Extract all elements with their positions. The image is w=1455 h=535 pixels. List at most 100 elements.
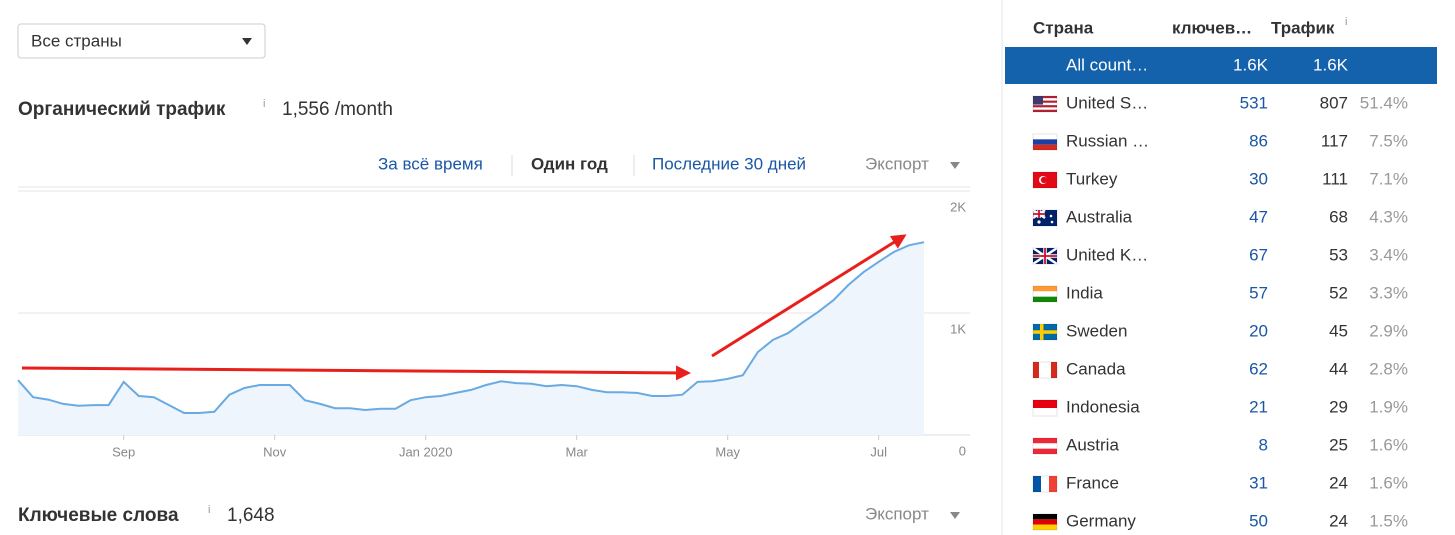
flag-border: [1032, 209, 1058, 227]
traffic-value: 52: [1329, 283, 1348, 302]
traffic-share: 7.1%: [1369, 169, 1408, 188]
flag-part: [1040, 176, 1048, 184]
x-tick-label: Jan 2020: [399, 444, 453, 459]
flag-part: [1033, 96, 1043, 105]
export-button[interactable]: Экспорт: [865, 504, 929, 523]
traffic-share: 1.5%: [1369, 511, 1408, 530]
country-dropdown[interactable]: Все страны: [17, 23, 266, 59]
time-tab[interactable]: Последние 30 дней: [652, 154, 806, 173]
flag-part: [1033, 144, 1057, 150]
keywords-count[interactable]: 67: [1249, 245, 1268, 264]
traffic-share: 1.6%: [1369, 473, 1408, 492]
flag-part: [1033, 134, 1057, 140]
flag-icon: [1032, 171, 1058, 189]
flag-icon: [1032, 285, 1058, 303]
keywords-value: 1,648: [227, 505, 275, 526]
tabs: За всё время Один год Последние 30 дней: [378, 154, 806, 173]
country-name[interactable]: Russian …: [1066, 131, 1149, 150]
flag-part: [1033, 109, 1057, 112]
traffic-share: 1.9%: [1369, 397, 1408, 416]
flag-part: [1033, 408, 1057, 416]
flag-part: [1033, 400, 1057, 408]
keywords-count[interactable]: 8: [1259, 435, 1268, 454]
info-icon[interactable]: i: [208, 504, 210, 516]
flag-icon: [1032, 323, 1058, 341]
country-name[interactable]: Sweden: [1066, 321, 1127, 340]
keywords-count[interactable]: 1.6K: [1233, 55, 1269, 74]
x-tick-label: May: [715, 444, 740, 459]
flag-border: [1032, 133, 1058, 151]
flag-part: [1033, 286, 1057, 292]
flag-part: [1033, 476, 1041, 492]
country-name[interactable]: Indonesia: [1066, 397, 1140, 416]
keywords-count[interactable]: 50: [1249, 511, 1268, 530]
flag-part: [1033, 519, 1057, 525]
flag-part: [1051, 362, 1057, 378]
traffic-value: 68: [1329, 207, 1348, 226]
country-name[interactable]: All count…: [1066, 55, 1148, 74]
export-button[interactable]: Экспорт: [865, 154, 929, 173]
flag-icon: [1032, 95, 1058, 113]
flag-part: [1049, 476, 1057, 492]
keywords-count[interactable]: 31: [1249, 473, 1268, 492]
chart: 0 1K 2K Sep Nov Jan 2020 Mar May Jul: [17, 190, 970, 459]
dropdown-text[interactable]: Все страны: [31, 31, 122, 50]
time-tab[interactable]: За всё время: [378, 154, 483, 173]
flag-part: [1033, 210, 1045, 218]
column-header[interactable]: Страна: [1033, 18, 1094, 37]
country-name[interactable]: Turkey: [1066, 169, 1118, 188]
keywords-count[interactable]: 47: [1249, 207, 1268, 226]
keywords-count[interactable]: 531: [1240, 93, 1268, 112]
country-name[interactable]: Austria: [1066, 435, 1119, 454]
info-icon[interactable]: i: [1345, 16, 1347, 28]
column-header[interactable]: Трафик: [1271, 18, 1335, 37]
country-name[interactable]: United S…: [1066, 93, 1148, 112]
flag-icon: [1032, 133, 1058, 151]
country-name[interactable]: France: [1066, 473, 1119, 492]
country-name[interactable]: Australia: [1066, 207, 1133, 226]
flag-border: [1032, 513, 1058, 531]
flag-border: [1032, 361, 1058, 379]
selected-row[interactable]: [1005, 47, 1437, 84]
time-tab[interactable]: Один год: [531, 154, 608, 173]
flag-part: [1033, 330, 1057, 334]
keywords-count[interactable]: 30: [1249, 169, 1268, 188]
traffic-value: 807: [1320, 93, 1348, 112]
flag-part: [1033, 102, 1057, 106]
traffic-value: 117: [1321, 131, 1348, 150]
traffic-share: 2.9%: [1369, 321, 1408, 340]
flag-part: [1049, 214, 1053, 218]
flag-part: [1033, 362, 1039, 378]
section-title: Органический трафик: [18, 99, 226, 120]
keywords-count[interactable]: 20: [1249, 321, 1268, 340]
keywords-count[interactable]: 21: [1249, 397, 1268, 416]
x-tick-label: Sep: [112, 444, 135, 459]
keywords-count[interactable]: 62: [1249, 359, 1268, 378]
country-name[interactable]: Canada: [1066, 359, 1126, 378]
area: [18, 242, 924, 435]
column-header[interactable]: ключев…: [1172, 18, 1252, 37]
flag-border: [1032, 437, 1058, 455]
annotation-arrow: [711, 234, 907, 358]
country-name[interactable]: India: [1066, 283, 1103, 302]
flag-part: [1033, 514, 1057, 520]
dropdown-box[interactable]: [17, 23, 266, 59]
x-tick-label: Jul: [870, 444, 887, 459]
keywords-count[interactable]: 86: [1249, 131, 1268, 150]
country-name[interactable]: Germany: [1066, 511, 1136, 530]
info-icon[interactable]: i: [263, 98, 265, 110]
dropdown-arrow: [242, 38, 252, 45]
flag-part: [1033, 100, 1057, 103]
country-table: Страна ключев… Трафик i All count… 1.6K 1.6K Un…: [1005, 16, 1437, 531]
flag-part: [1033, 139, 1057, 145]
flag-border: [1032, 323, 1058, 341]
export-arrow: [950, 162, 960, 169]
flag-part: [1039, 362, 1045, 378]
flag-part: [1033, 98, 1057, 101]
country-name[interactable]: United K…: [1066, 245, 1148, 264]
y-tick-label: 0: [959, 443, 966, 458]
flag-icon: [1032, 208, 1058, 227]
keywords-count[interactable]: 57: [1249, 283, 1268, 302]
y-tick-label: 2K: [950, 199, 966, 214]
